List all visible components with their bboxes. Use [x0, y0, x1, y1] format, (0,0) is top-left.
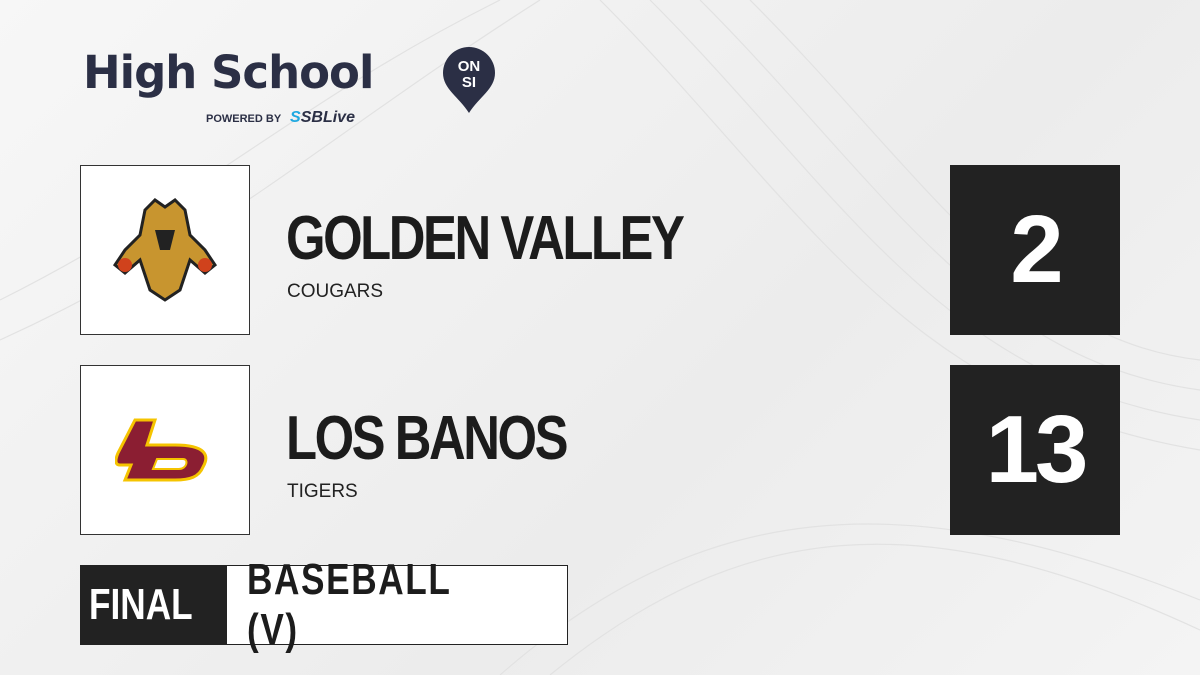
away-team-score: 13 — [950, 365, 1120, 535]
home-team-logo — [80, 165, 250, 335]
brand-title: High School — [83, 46, 374, 99]
away-team-mascot: TIGERS — [287, 481, 358, 502]
home-team-name: GOLDEN VALLEY — [286, 204, 685, 273]
game-status-bar: FINAL BASEBALL (V) — [80, 555, 568, 654]
badge-bottom: SI — [462, 74, 476, 91]
powered-by-label: POWERED BY — [206, 113, 281, 125]
on-si-pin-icon: ON SI — [443, 47, 495, 113]
home-team-mascot: COUGARS — [287, 281, 384, 302]
sport-label: BASEBALL (V) — [247, 555, 451, 654]
home-team-score: 2 — [950, 165, 1120, 335]
away-team-name: LOS BANOS — [286, 404, 569, 473]
final-label: FINAL — [81, 566, 227, 644]
sblive-logo: SSBLive — [290, 109, 355, 126]
powered-by: POWERED BY SSBLive — [206, 109, 355, 127]
lb-logo-icon — [115, 418, 208, 482]
high-school-on-si-logo: High School ON SI POWERED BY SSBLive — [83, 45, 495, 126]
away-team-logo — [80, 365, 250, 535]
badge-top: ON — [458, 58, 481, 75]
cougar-icon — [112, 198, 218, 302]
